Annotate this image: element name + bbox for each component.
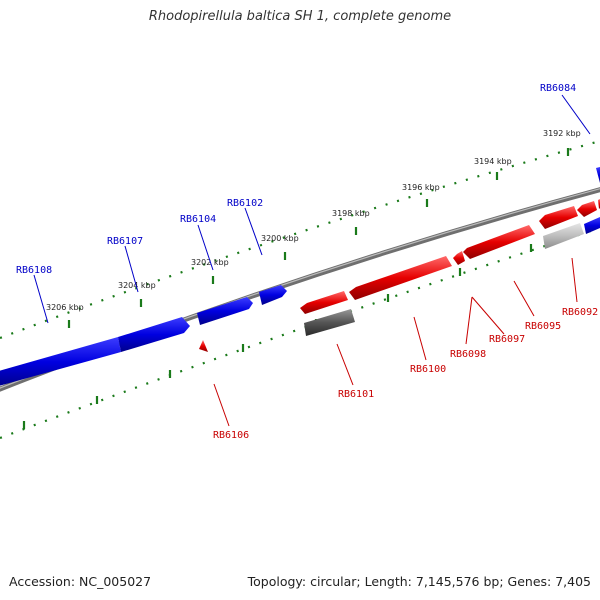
tick-3206: 3206 kbp	[46, 303, 84, 328]
leader-RB6097	[471, 296, 505, 335]
leader-RB6106	[213, 383, 230, 427]
tick-label-3202: 3202 kbp	[191, 258, 229, 267]
tick-labels: 3192 kbp 3194 kbp 3196 kbp 3198 kbp 3200…	[22, 129, 581, 429]
tick-label-3194: 3194 kbp	[474, 157, 512, 166]
tick-label-3196: 3196 kbp	[402, 183, 440, 192]
gene-RB6084-feature[interactable]	[596, 167, 600, 183]
gene-label-RB6106[interactable]: RB6106	[213, 430, 249, 441]
leader-RB6092	[571, 257, 578, 303]
gene-labels: RB6084 RB6102 RB6104 RB6107 RB6108 RB609…	[16, 83, 598, 441]
gene-RB6095-feature[interactable]	[539, 206, 578, 229]
gene-label-RB6107[interactable]: RB6107	[107, 236, 143, 247]
tick-label-3192: 3192 kbp	[543, 129, 581, 138]
genome-summary-text: Topology: circular; Length: 7,145,576 bp…	[247, 574, 591, 589]
gene-RB6100-feature[interactable]	[349, 256, 452, 300]
tick-3198: 3198 kbp	[332, 209, 370, 235]
gene-forward-edge-feature[interactable]	[584, 217, 600, 234]
leader-RB6084	[561, 94, 591, 135]
tick-3192: 3192 kbp	[543, 129, 581, 156]
leader-RB6102	[244, 207, 263, 256]
tick-label-3200: 3200 kbp	[261, 234, 299, 243]
leader-RB6108	[33, 274, 49, 324]
forward-genes	[0, 167, 600, 387]
gene-label-RB6095[interactable]: RB6095	[525, 321, 561, 332]
gene-RB6106-feature[interactable]	[199, 340, 208, 352]
gene-label-RB6084[interactable]: RB6084	[540, 83, 576, 94]
tick-3202: 3202 kbp	[191, 258, 229, 284]
gene-label-RB6104[interactable]: RB6104	[180, 214, 216, 225]
gene-label-RB6092[interactable]: RB6092	[562, 307, 598, 318]
gene-label-RB6100[interactable]: RB6100	[410, 364, 446, 375]
inner-tick-ring	[0, 226, 600, 440]
accession-text: Accession: NC_005027	[9, 574, 152, 589]
tick-label-3204: 3204 kbp	[118, 281, 156, 290]
tick-label-3198: 3198 kbp	[332, 209, 370, 218]
gene-RB6101b-feature[interactable]	[300, 291, 348, 314]
gene-label-RB6097[interactable]: RB6097	[489, 334, 525, 345]
tick-3194: 3194 kbp	[474, 157, 512, 180]
gene-label-RB6102[interactable]: RB6102	[227, 198, 263, 209]
gene-RB6098-feature[interactable]	[453, 251, 465, 265]
gene-RB6102-feature[interactable]	[259, 285, 287, 305]
gene-light-feature[interactable]	[543, 223, 584, 249]
tick-3200: 3200 kbp	[261, 234, 299, 260]
gene-label-RB6108[interactable]: RB6108	[16, 265, 52, 276]
gene-RB6092-feature[interactable]	[577, 201, 597, 217]
gene-label-RB6101[interactable]: RB6101	[338, 389, 374, 400]
gene-leader-lines	[33, 94, 591, 427]
gene-RB6107-feature[interactable]	[118, 317, 190, 352]
leader-RB6100	[413, 316, 427, 361]
genome-title: Rhodopirellula baltica SH 1, complete ge…	[148, 9, 452, 24]
leader-RB6098	[465, 296, 473, 345]
leader-RB6095	[513, 280, 535, 317]
leader-RB6101	[336, 343, 354, 386]
gene-RB6108-feature[interactable]	[0, 337, 121, 387]
reverse-genes	[199, 199, 600, 352]
tick-3204: 3204 kbp	[118, 281, 156, 307]
genome-backbone	[0, 187, 600, 392]
gene-RB6097-feature[interactable]	[463, 225, 535, 259]
gene-RB6104-feature[interactable]	[197, 297, 253, 325]
leader-RB6104	[197, 224, 214, 271]
leader-RB6107	[124, 245, 139, 293]
tick-3196: 3196 kbp	[402, 183, 440, 207]
tick-label-3206: 3206 kbp	[46, 303, 84, 312]
gene-label-RB6098[interactable]: RB6098	[450, 349, 486, 360]
gene-RB6101-feature[interactable]	[304, 309, 355, 336]
